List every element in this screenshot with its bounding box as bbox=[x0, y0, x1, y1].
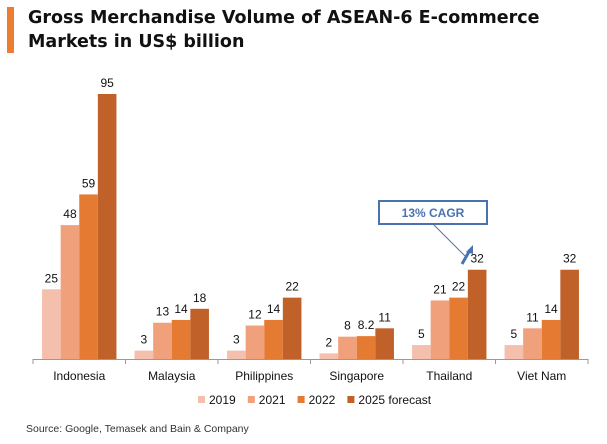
x-tick-label: Malaysia bbox=[148, 369, 196, 383]
data-label: 59 bbox=[82, 176, 96, 190]
bar-2019-singapore bbox=[319, 353, 339, 359]
data-label: 14 bbox=[174, 302, 188, 316]
data-label: 22 bbox=[285, 280, 299, 294]
legend-label: 2025 forecast bbox=[358, 393, 431, 407]
legend-swatch bbox=[247, 396, 255, 403]
data-label: 25 bbox=[45, 271, 59, 285]
data-label: 12 bbox=[248, 308, 262, 322]
data-label: 22 bbox=[452, 280, 466, 294]
bar-2025-forecast-indonesia bbox=[97, 94, 117, 359]
chart-title: Gross Merchandise Volume of ASEAN-6 E-co… bbox=[28, 8, 540, 52]
bar-2021-philippines bbox=[245, 325, 265, 359]
bar-2022-thailand bbox=[449, 297, 468, 359]
data-label: 5 bbox=[511, 327, 518, 341]
data-label: 11 bbox=[378, 310, 391, 324]
data-label: 32 bbox=[470, 252, 484, 266]
bar-2021-indonesia bbox=[60, 225, 80, 359]
bar-2022-malaysia bbox=[171, 319, 191, 359]
x-tick-label: Philippines bbox=[235, 369, 293, 383]
bar-2021-thailand bbox=[430, 300, 450, 359]
bar-2025-forecast-viet-nam bbox=[560, 269, 579, 359]
bar-2025-forecast-malaysia bbox=[190, 308, 209, 359]
bar-2025-forecast-philippines bbox=[282, 297, 302, 359]
legend-label: 2021 bbox=[259, 393, 286, 407]
source-note: Source: Google, Temasek and Bain & Compa… bbox=[26, 423, 249, 435]
bar-2022-indonesia bbox=[79, 194, 98, 359]
legend-swatch bbox=[297, 396, 305, 403]
data-label: 14 bbox=[267, 302, 281, 316]
x-tick-label: Indonesia bbox=[53, 369, 105, 383]
data-label: 32 bbox=[563, 252, 577, 266]
bar-2019-viet-nam bbox=[504, 345, 524, 359]
data-label: 18 bbox=[193, 291, 207, 305]
data-label: 3 bbox=[141, 333, 148, 347]
bar-2019-malaysia bbox=[134, 350, 154, 359]
legend-swatch bbox=[198, 396, 205, 403]
data-label: 11 bbox=[526, 310, 539, 324]
bar-2022-singapore bbox=[356, 336, 376, 359]
bar-2021-malaysia bbox=[153, 322, 172, 359]
arrow-up-icon bbox=[466, 245, 473, 254]
data-label: 8 bbox=[344, 319, 351, 333]
title-accent-bar bbox=[7, 7, 14, 53]
data-label: 3 bbox=[233, 333, 240, 347]
data-label: 2 bbox=[326, 335, 333, 349]
data-label: 8.2 bbox=[358, 318, 375, 332]
legend-swatch bbox=[347, 396, 355, 403]
data-label: 5 bbox=[418, 327, 425, 341]
bar-2021-singapore bbox=[338, 336, 357, 359]
data-label: 48 bbox=[63, 207, 77, 221]
bar-2022-viet-nam bbox=[541, 319, 561, 359]
data-label: 13 bbox=[156, 305, 170, 319]
x-tick-label: Singapore bbox=[329, 369, 384, 383]
data-label: 95 bbox=[100, 76, 114, 90]
bar-2019-philippines bbox=[227, 350, 246, 359]
data-label: 14 bbox=[544, 302, 558, 316]
data-label: 21 bbox=[433, 282, 447, 296]
bar-2025-forecast-singapore bbox=[375, 328, 394, 359]
bar-2025-forecast-thailand bbox=[467, 269, 487, 359]
legend-label: 2019 bbox=[209, 393, 236, 407]
x-tick-label: Thailand bbox=[426, 369, 472, 383]
legend-label: 2022 bbox=[309, 393, 336, 407]
annotation-connector bbox=[432, 223, 466, 257]
x-tick-label: Viet Nam bbox=[517, 369, 566, 383]
cagr-annotation-text: 13% CAGR bbox=[402, 206, 465, 220]
bar-2022-philippines bbox=[264, 319, 283, 359]
bar-2019-indonesia bbox=[42, 289, 61, 359]
bar-2019-thailand bbox=[412, 345, 431, 359]
bar-2021-viet-nam bbox=[523, 328, 542, 359]
